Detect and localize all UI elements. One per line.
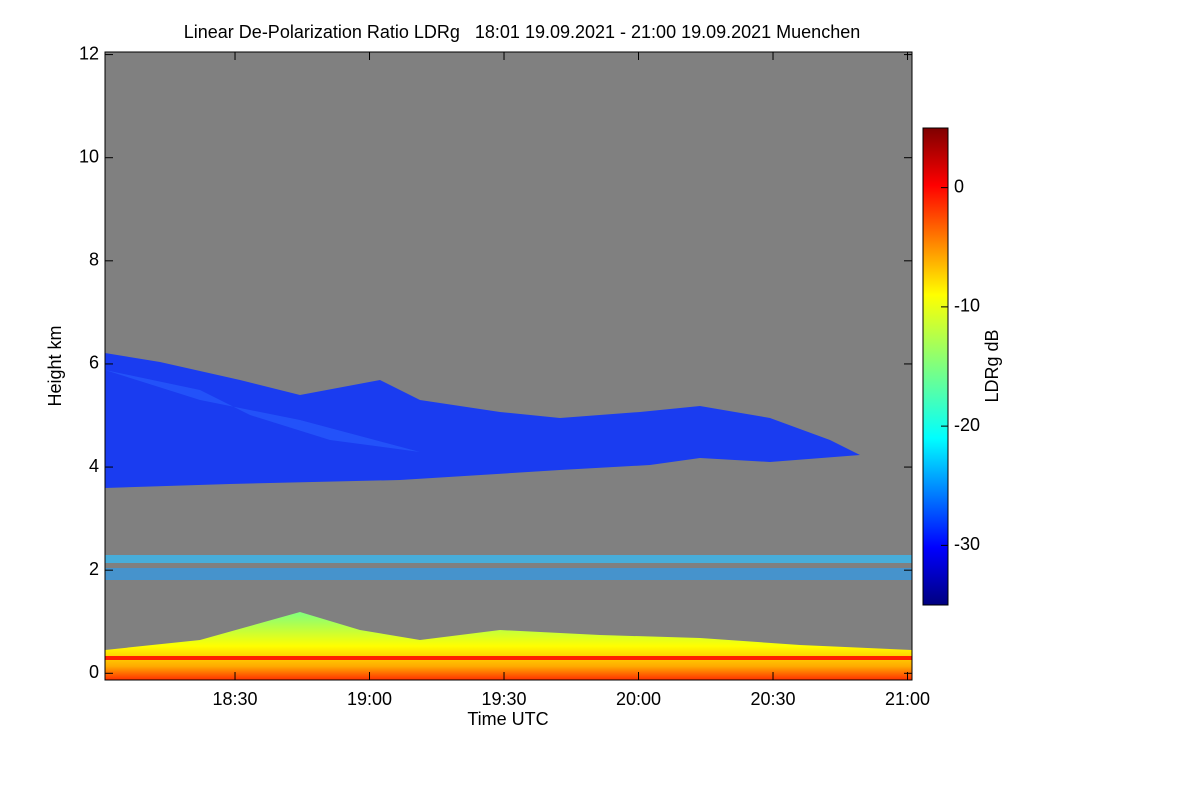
colorbar-label: LDRg dB bbox=[982, 329, 1002, 402]
field bbox=[105, 52, 912, 680]
y-tick-label: 4 bbox=[89, 456, 99, 476]
y-axis-label: Height km bbox=[45, 325, 65, 406]
colorbar bbox=[922, 127, 949, 606]
x-tick-label: 18:30 bbox=[212, 689, 257, 709]
y-tick-label: 8 bbox=[89, 250, 99, 270]
y-tick-label: 0 bbox=[89, 662, 99, 682]
colorbar-tick-label: -20 bbox=[954, 415, 980, 435]
x-tick-label: 21:00 bbox=[885, 689, 930, 709]
y-tick-label: 10 bbox=[79, 146, 99, 166]
x-axis-label: Time UTC bbox=[467, 709, 548, 729]
colorbar-tick-label: -30 bbox=[954, 534, 980, 554]
colorbar-tick-label: -10 bbox=[954, 296, 980, 316]
y-tick-label: 6 bbox=[89, 353, 99, 373]
y-tick-label: 2 bbox=[89, 559, 99, 579]
y-tick-label: 12 bbox=[79, 43, 99, 63]
chart-title: Linear De-Polarization Ratio LDRg 18:01 … bbox=[184, 22, 860, 42]
x-tick-label: 20:00 bbox=[616, 689, 661, 709]
x-tick-label: 19:30 bbox=[481, 689, 526, 709]
x-tick-label: 19:00 bbox=[347, 689, 392, 709]
x-tick-label: 20:30 bbox=[750, 689, 795, 709]
colorbar-tick-label: 0 bbox=[954, 176, 964, 196]
plot-frame bbox=[104, 51, 913, 681]
